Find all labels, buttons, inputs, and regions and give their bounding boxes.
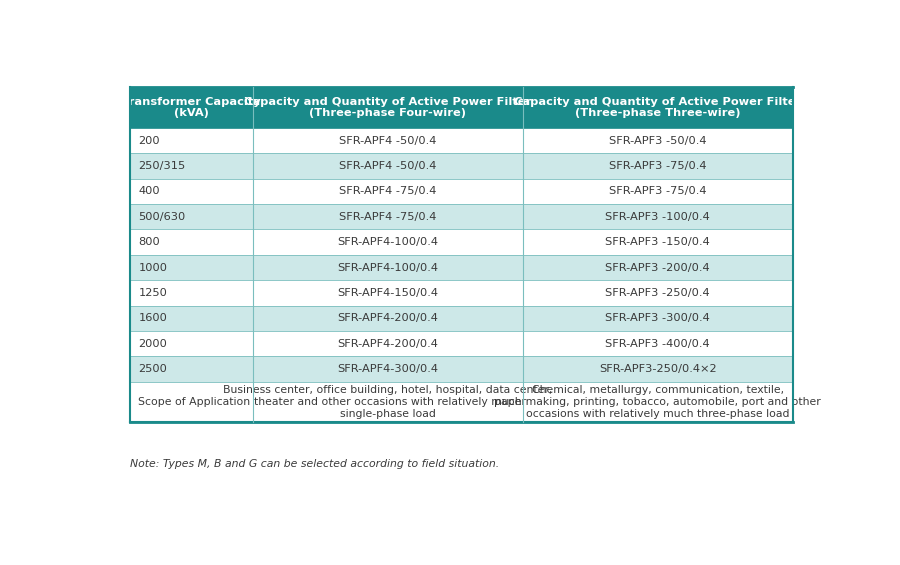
- Bar: [130, 179, 253, 204]
- Text: SFR-APF4-100/0.4: SFR-APF4-100/0.4: [338, 237, 438, 247]
- Text: SFR-APF3 -75/0.4: SFR-APF3 -75/0.4: [609, 161, 706, 171]
- Text: SFR-APF4 -75/0.4: SFR-APF4 -75/0.4: [339, 212, 436, 222]
- Bar: [523, 153, 793, 179]
- Bar: [523, 382, 793, 423]
- Text: SFR-APF3-250/0.4×2: SFR-APF3-250/0.4×2: [598, 364, 716, 374]
- Text: SFR-APF3 -75/0.4: SFR-APF3 -75/0.4: [609, 186, 706, 197]
- Bar: [253, 153, 523, 179]
- Bar: [253, 255, 523, 280]
- Text: Business center, office building, hotel, hospital, data center,
theater and othe: Business center, office building, hotel,…: [223, 385, 553, 419]
- Bar: [130, 204, 253, 229]
- Text: Capacity and Quantity of Active Power Filter
(Three-phase Three-wire): Capacity and Quantity of Active Power Fi…: [514, 97, 801, 119]
- Bar: [523, 179, 793, 204]
- Text: SFR-APF3 -300/0.4: SFR-APF3 -300/0.4: [606, 314, 710, 323]
- Text: SFR-APF4 -75/0.4: SFR-APF4 -75/0.4: [339, 186, 436, 197]
- Bar: [523, 88, 793, 128]
- Bar: [253, 331, 523, 357]
- Bar: [130, 331, 253, 357]
- Bar: [253, 357, 523, 382]
- Text: 250/315: 250/315: [139, 161, 185, 171]
- Bar: [130, 306, 253, 331]
- Bar: [130, 153, 253, 179]
- Text: SFR-APF3 -250/0.4: SFR-APF3 -250/0.4: [606, 288, 710, 298]
- Text: Capacity and Quantity of Active Power Filter
(Three-phase Four-wire): Capacity and Quantity of Active Power Fi…: [244, 97, 531, 119]
- Bar: [253, 179, 523, 204]
- Text: 2500: 2500: [139, 364, 167, 374]
- Text: SFR-APF4-200/0.4: SFR-APF4-200/0.4: [338, 314, 438, 323]
- Text: SFR-APF4-150/0.4: SFR-APF4-150/0.4: [338, 288, 438, 298]
- Bar: [253, 128, 523, 153]
- Bar: [130, 128, 253, 153]
- Text: 2000: 2000: [139, 339, 167, 349]
- Text: 500/630: 500/630: [139, 212, 185, 222]
- Text: 1250: 1250: [139, 288, 167, 298]
- Bar: [523, 128, 793, 153]
- Text: 400: 400: [139, 186, 160, 197]
- Bar: [523, 255, 793, 280]
- Text: SFR-APF3 -150/0.4: SFR-APF3 -150/0.4: [606, 237, 710, 247]
- Bar: [253, 306, 523, 331]
- Text: Scope of Application: Scope of Application: [139, 397, 250, 407]
- Bar: [523, 229, 793, 255]
- Bar: [253, 382, 523, 423]
- Text: SFR-APF3 -50/0.4: SFR-APF3 -50/0.4: [609, 136, 706, 146]
- Text: Note: Types M, B and G can be selected according to field situation.: Note: Types M, B and G can be selected a…: [130, 459, 500, 469]
- Bar: [523, 357, 793, 382]
- Text: 1000: 1000: [139, 263, 167, 272]
- Text: SFR-APF3 -200/0.4: SFR-APF3 -200/0.4: [606, 263, 710, 272]
- Text: SFR-APF3 -400/0.4: SFR-APF3 -400/0.4: [606, 339, 710, 349]
- Text: 200: 200: [139, 136, 160, 146]
- Bar: [130, 229, 253, 255]
- Bar: [130, 88, 253, 128]
- Text: Transformer Capacity
(kVA): Transformer Capacity (kVA): [122, 97, 260, 119]
- Text: 800: 800: [139, 237, 160, 247]
- Bar: [130, 382, 253, 423]
- Text: SFR-APF4-200/0.4: SFR-APF4-200/0.4: [338, 339, 438, 349]
- Text: SFR-APF4-300/0.4: SFR-APF4-300/0.4: [338, 364, 438, 374]
- Bar: [130, 280, 253, 306]
- Text: SFR-APF3 -100/0.4: SFR-APF3 -100/0.4: [606, 212, 710, 222]
- Bar: [523, 204, 793, 229]
- Text: SFR-APF4-100/0.4: SFR-APF4-100/0.4: [338, 263, 438, 272]
- Bar: [253, 204, 523, 229]
- Bar: [253, 229, 523, 255]
- Text: Chemical, metallurgy, communication, textile,
papermaking, printing, tobacco, au: Chemical, metallurgy, communication, tex…: [494, 385, 821, 419]
- Bar: [130, 255, 253, 280]
- Bar: [523, 306, 793, 331]
- Bar: [523, 331, 793, 357]
- Text: SFR-APF4 -50/0.4: SFR-APF4 -50/0.4: [339, 136, 436, 146]
- Bar: [130, 357, 253, 382]
- Bar: [253, 88, 523, 128]
- Text: 1600: 1600: [139, 314, 167, 323]
- Bar: [523, 280, 793, 306]
- Bar: [253, 280, 523, 306]
- Text: SFR-APF4 -50/0.4: SFR-APF4 -50/0.4: [339, 161, 436, 171]
